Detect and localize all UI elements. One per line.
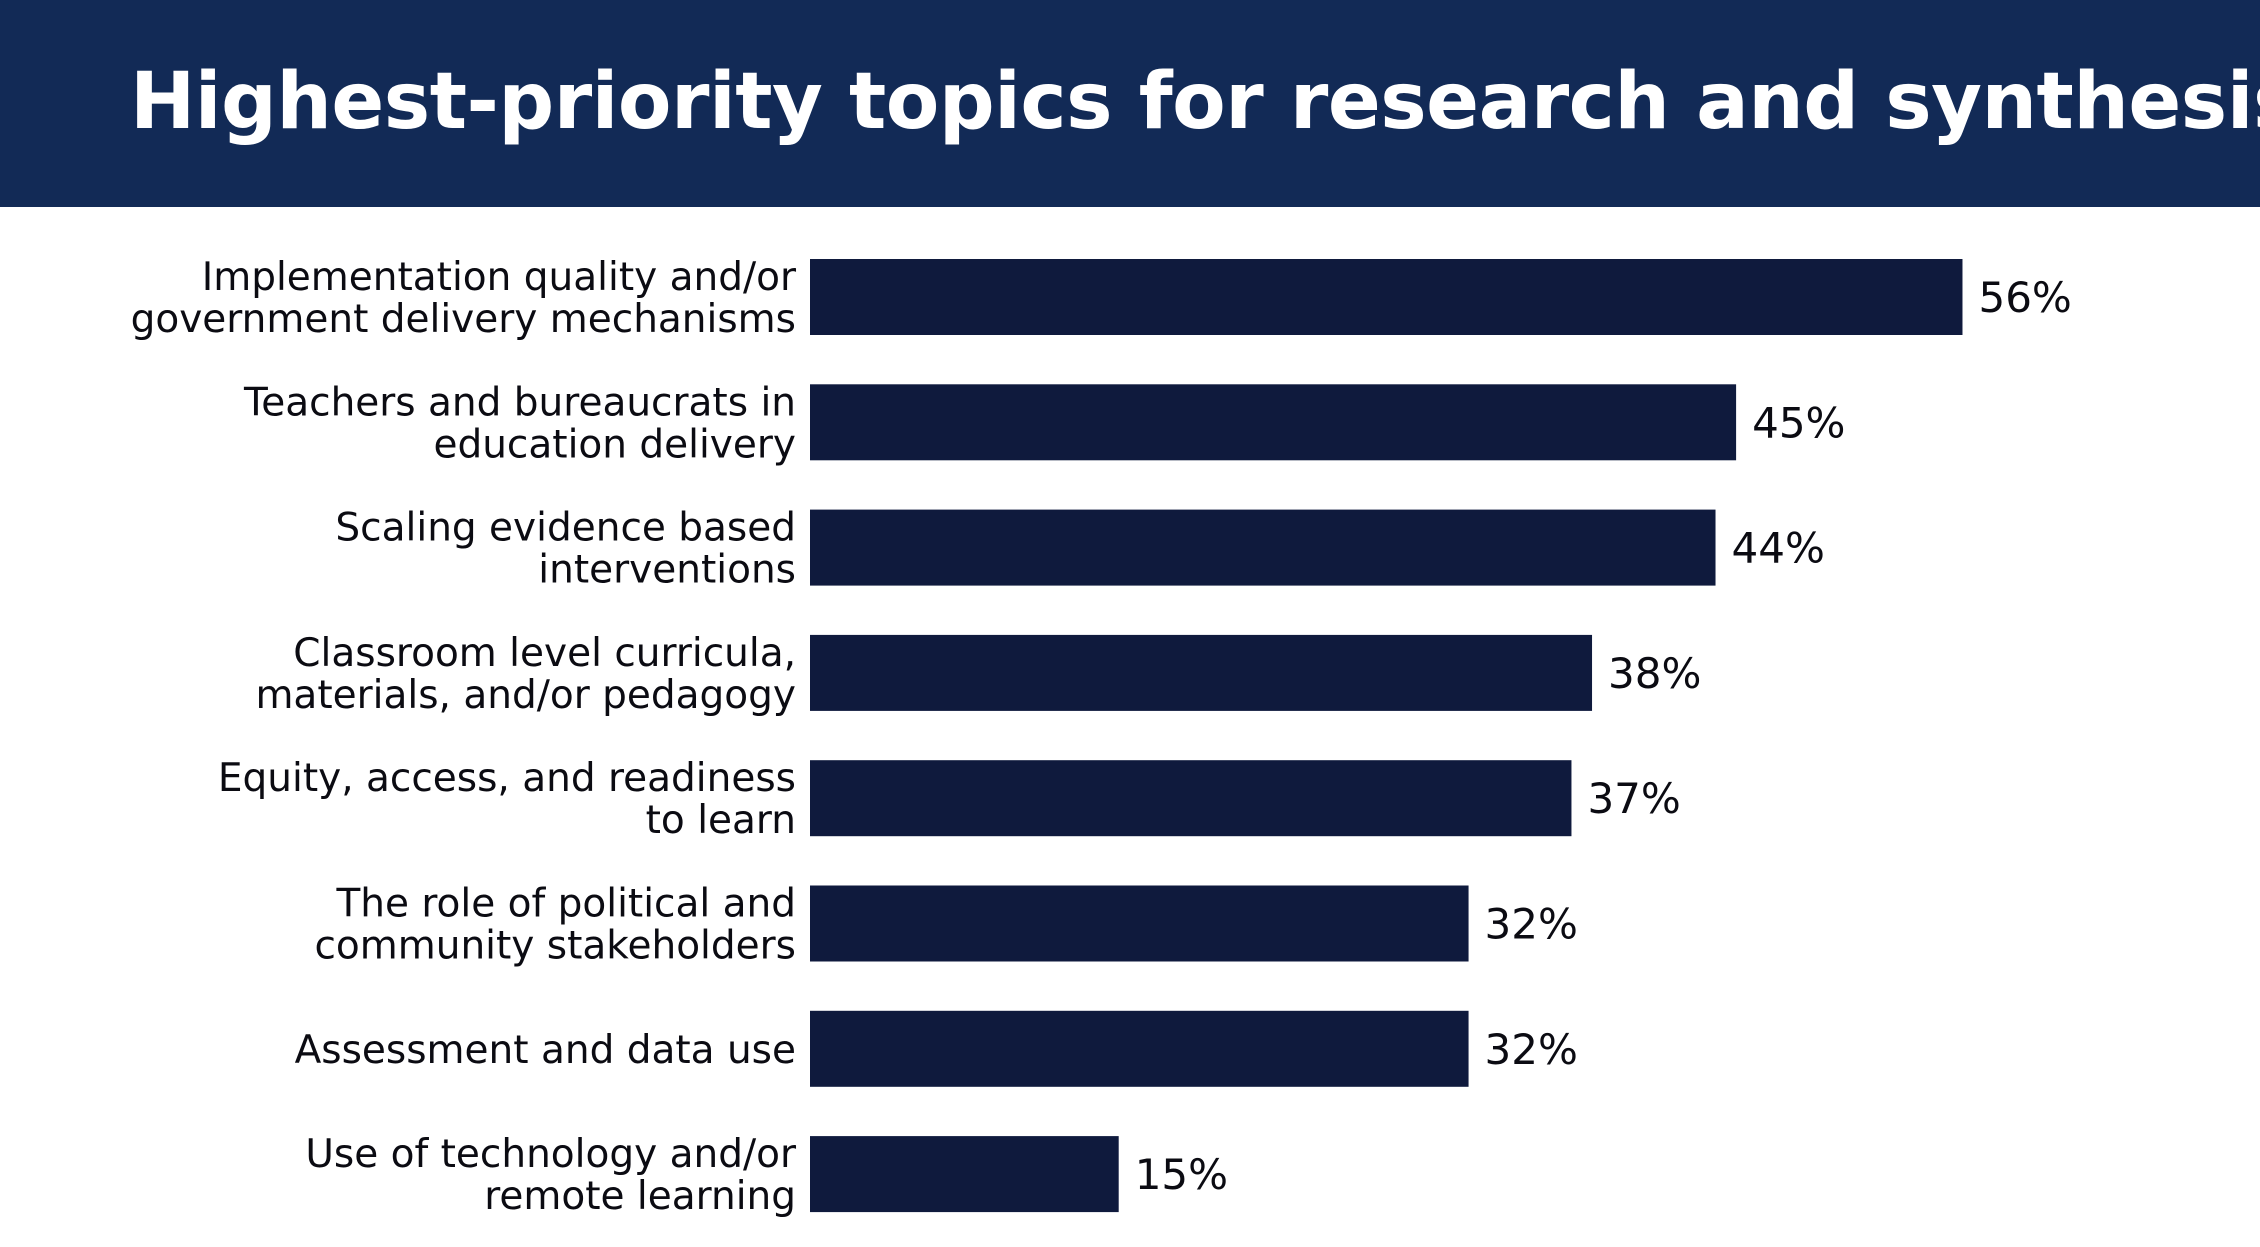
category-label-line: to learn: [646, 798, 796, 843]
bar-1: [810, 259, 1963, 335]
title-band: [0, 0, 2260, 207]
category-label-line: government delivery mechanisms: [131, 297, 796, 342]
value-label-2: 45%: [1752, 398, 1845, 447]
category-label-line: The role of political and: [335, 882, 796, 927]
category-label-8: Use of technology and/or remote learning: [305, 1132, 797, 1219]
value-label-5: 37%: [1587, 774, 1680, 823]
value-label-4: 38%: [1608, 649, 1701, 698]
value-labels-layer: 56% 45% 44% 38% 37% 32% 32% 15%: [1135, 273, 2072, 1199]
category-label-line: Teachers and bureaucrats in: [243, 380, 796, 425]
bar-2: [810, 384, 1737, 461]
bar-7: [810, 1010, 1469, 1087]
chart-title: Highest-priority topics for research and…: [130, 57, 2260, 147]
category-label-line: Scaling evidence based: [335, 506, 796, 551]
category-label-2: Teachers and bureaucrats in education del…: [243, 380, 796, 467]
category-label-3: Scaling evidence based interventions: [335, 506, 796, 593]
category-label-line: interventions: [538, 548, 796, 593]
category-label-line: Assessment and data use: [295, 1028, 796, 1073]
category-label-7: Assessment and data use: [295, 1028, 796, 1073]
value-label-7: 32%: [1485, 1025, 1578, 1074]
bar-4: [810, 634, 1593, 711]
category-label-line: Use of technology and/or: [305, 1132, 797, 1177]
value-label-6: 32%: [1485, 900, 1578, 949]
bar-5: [810, 760, 1572, 837]
value-label-1: 56%: [1978, 273, 2071, 322]
category-label-line: Classroom level curricula,: [293, 631, 796, 676]
category-label-line: education delivery: [433, 422, 796, 467]
category-labels-layer: Implementation quality and/or government …: [131, 255, 797, 1219]
category-label-line: Implementation quality and/or: [202, 255, 797, 300]
bar-6: [810, 885, 1469, 962]
bar-8: [810, 1136, 1119, 1213]
category-label-line: Equity, access, and readiness: [218, 756, 796, 801]
bar-3: [810, 509, 1716, 586]
category-label-line: remote learning: [484, 1174, 796, 1219]
value-label-8: 15%: [1135, 1150, 1228, 1199]
category-label-1: Implementation quality and/or government …: [131, 255, 797, 342]
category-label-4: Classroom level curricula, materials, and…: [255, 631, 796, 718]
value-label-3: 44%: [1732, 524, 1825, 573]
category-label-6: The role of political and community stake…: [314, 882, 796, 969]
category-label-line: community stakeholders: [314, 924, 796, 969]
category-label-line: materials, and/or pedagogy: [255, 673, 796, 718]
bars-layer: [810, 259, 1963, 1213]
category-label-5: Equity, access, and readiness to learn: [218, 756, 796, 843]
